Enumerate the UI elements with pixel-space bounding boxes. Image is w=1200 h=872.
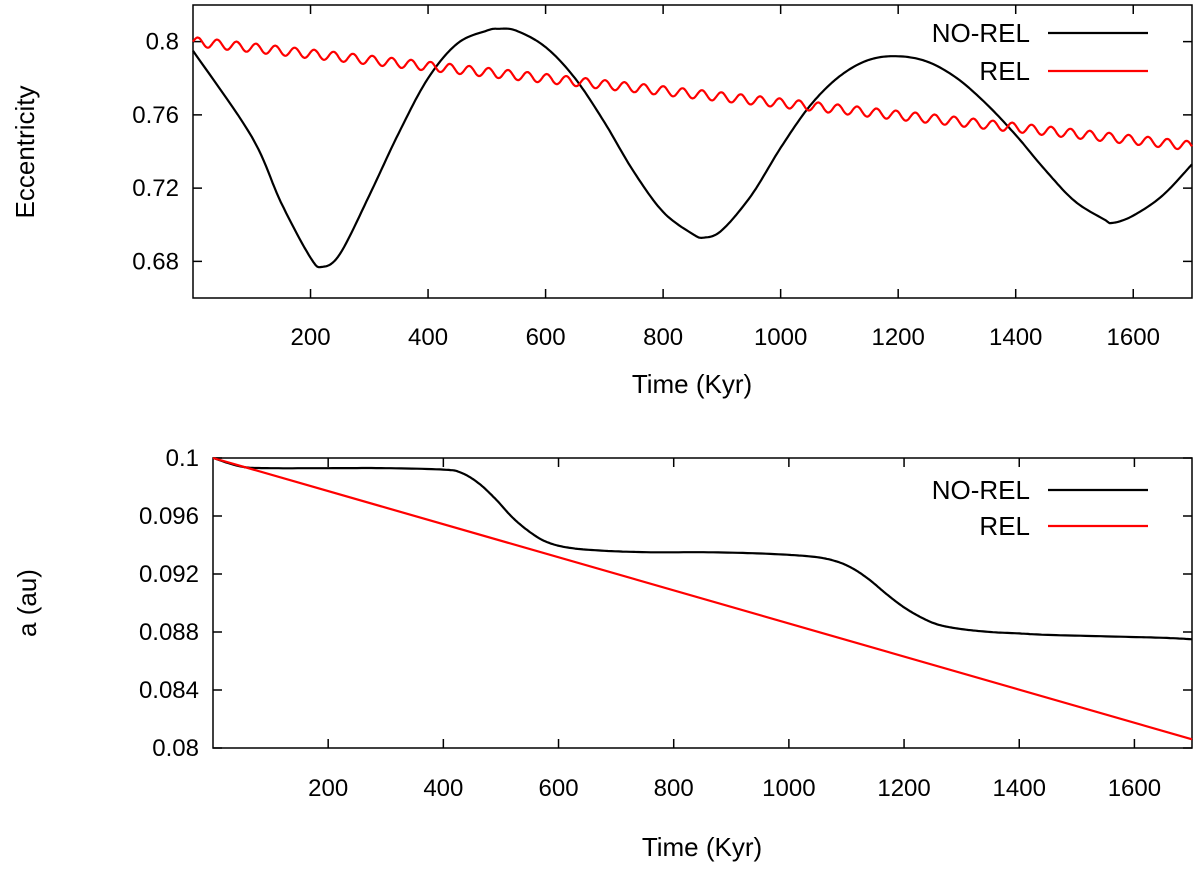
y-tick-label: 0.092 bbox=[139, 561, 199, 588]
legend-label-no-rel: NO-REL bbox=[932, 475, 1030, 505]
y-tick-label: 0.76 bbox=[132, 102, 179, 129]
x-tick-label: 1600 bbox=[1107, 324, 1160, 351]
y-tick-label: 0.72 bbox=[132, 175, 179, 202]
y-axis-title: a (au) bbox=[12, 569, 42, 637]
x-tick-label: 1400 bbox=[993, 775, 1046, 802]
y-ticks: 0.68 0.72 0.76 0.8 bbox=[132, 29, 1192, 275]
y-axis-title: Eccentricity bbox=[10, 86, 40, 219]
legend-label-rel: REL bbox=[979, 56, 1030, 86]
x-tick-label: 600 bbox=[539, 775, 579, 802]
x-ticks: 200 400 600 800 1000 1200 1400 1600 bbox=[308, 458, 1161, 802]
plot-frame bbox=[212, 457, 1193, 749]
series-line-rel bbox=[212, 456, 1193, 741]
legend-label-rel: REL bbox=[979, 511, 1030, 541]
y-tick-label: 0.088 bbox=[139, 619, 199, 646]
y-tick-label: 0.08 bbox=[152, 735, 199, 762]
x-tick-label: 800 bbox=[654, 775, 694, 802]
x-axis-title: Time (Kyr) bbox=[632, 369, 752, 399]
series-lines bbox=[192, 27, 1193, 269]
x-tick-label: 1000 bbox=[754, 324, 807, 351]
x-tick-label: 1600 bbox=[1108, 775, 1161, 802]
semimajor-axis-panel: 0.08 0.084 0.088 0.092 0.096 0.1 200 400 600 800… bbox=[12, 445, 1193, 862]
x-tick-label: 400 bbox=[423, 775, 463, 802]
y-tick-label: 0.096 bbox=[139, 503, 199, 530]
eccentricity-panel: 0.68 0.72 0.76 0.8 200 400 600 800 1000 1200 1400… bbox=[10, 4, 1193, 399]
x-tick-label: 800 bbox=[643, 324, 683, 351]
x-tick-label: 1200 bbox=[871, 324, 924, 351]
legend: NO-REL REL bbox=[932, 18, 1148, 86]
x-tick-label: 200 bbox=[308, 775, 348, 802]
x-tick-label: 1000 bbox=[762, 775, 815, 802]
y-tick-label: 0.084 bbox=[139, 677, 199, 704]
series-lines bbox=[212, 456, 1193, 741]
y-tick-label: 0.8 bbox=[146, 29, 179, 56]
x-ticks: 200 400 600 800 1000 1200 1400 1600 bbox=[291, 5, 1160, 351]
legend-label-no-rel: NO-REL bbox=[932, 18, 1030, 48]
x-tick-label: 1200 bbox=[877, 775, 930, 802]
series-line-no-rel bbox=[212, 456, 1193, 641]
legend: NO-REL REL bbox=[932, 475, 1148, 541]
y-ticks: 0.08 0.084 0.088 0.092 0.096 0.1 bbox=[139, 445, 1192, 762]
plot-frame bbox=[192, 4, 1193, 299]
x-tick-label: 400 bbox=[408, 324, 448, 351]
x-tick-label: 200 bbox=[291, 324, 331, 351]
series-line-rel bbox=[192, 36, 1193, 151]
x-tick-label: 600 bbox=[526, 324, 566, 351]
series-line-no-rel bbox=[192, 27, 1193, 269]
x-tick-label: 1400 bbox=[989, 324, 1042, 351]
y-tick-label: 0.1 bbox=[166, 445, 199, 472]
y-tick-label: 0.68 bbox=[132, 248, 179, 275]
x-axis-title: Time (Kyr) bbox=[642, 832, 762, 862]
